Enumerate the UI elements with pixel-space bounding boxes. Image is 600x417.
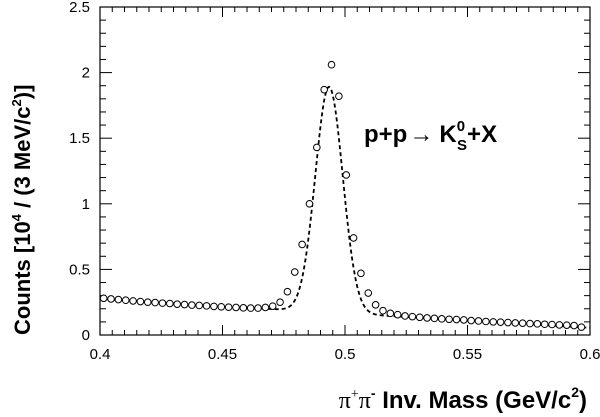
data-point: [246, 304, 255, 312]
data-point: [415, 313, 424, 322]
data-point: [276, 298, 284, 307]
data-point: [136, 297, 145, 306]
y-tick-label: 1.5: [69, 130, 90, 147]
data-point: [313, 143, 321, 152]
data-point: [114, 295, 123, 304]
data-point: [107, 295, 115, 303]
data-point: [386, 309, 395, 318]
data-point: [570, 321, 578, 330]
data-point: [393, 310, 402, 319]
data-point: [151, 298, 159, 307]
x-tick-label: 0.55: [453, 346, 482, 363]
data-point: [555, 321, 564, 329]
fit-curve: [99, 85, 591, 329]
y-tick-label: 0: [82, 327, 90, 344]
data-point: [327, 60, 336, 69]
data-point: [526, 319, 534, 328]
y-tick-label: 0.5: [69, 261, 90, 278]
data-point: [548, 320, 556, 329]
data-point: [180, 300, 189, 309]
x-tick-label: 0.45: [208, 346, 237, 363]
data-point: [283, 287, 292, 296]
x-axis-title: π+π- Inv. Mass (GeV/c2): [339, 384, 587, 414]
data-point: [452, 315, 461, 324]
data-point: [261, 303, 270, 312]
data-point: [496, 318, 505, 326]
data-point: [489, 318, 498, 326]
data-point: [467, 316, 475, 325]
data-point: [445, 315, 453, 324]
data-point: [320, 85, 328, 94]
data-point: [474, 317, 483, 325]
data-point: [232, 303, 240, 312]
data-point: [202, 302, 211, 310]
reaction-annotation: p+p→ K0 S+X: [364, 118, 497, 154]
data-point: [121, 296, 130, 305]
data-point: [349, 234, 358, 242]
data-point: [562, 321, 571, 329]
data-point: [195, 301, 204, 310]
x-tick-label: 0.4: [90, 346, 111, 363]
data-point: [224, 303, 233, 311]
data-point: [268, 302, 277, 310]
data-point: [430, 314, 439, 323]
data-point: [482, 317, 490, 326]
data-point: [188, 301, 196, 309]
data-point: [210, 302, 218, 311]
data-point: [379, 306, 387, 315]
data-point: [290, 268, 299, 276]
data-point: [364, 289, 373, 297]
data-point: [423, 314, 431, 322]
ticks: [99, 6, 591, 336]
data-point: [166, 299, 174, 308]
data-point: [254, 304, 262, 312]
data-point: [460, 316, 468, 324]
data-point: [504, 318, 512, 327]
data-point: [518, 319, 527, 327]
data-point: [357, 269, 365, 278]
plot-frame: [99, 6, 591, 336]
data-point: [577, 323, 586, 331]
data-point: [158, 299, 167, 307]
data-point: [129, 297, 137, 305]
data-point: [217, 302, 226, 311]
tick-labels: 0.4 0.45 0.5 0.55 0.6 0 0.5 1 1.5 2 2.5: [69, 0, 600, 363]
data-point: [408, 312, 417, 321]
data-point: [342, 171, 351, 179]
data-point: [511, 319, 520, 327]
data-point: [173, 300, 181, 308]
data-point: [99, 294, 108, 303]
data-point: [533, 320, 542, 328]
data-point: [540, 320, 549, 329]
data-point: [239, 304, 248, 312]
x-tick-label: 0.6: [580, 346, 600, 363]
data-point: [371, 301, 380, 309]
data-point: [305, 200, 314, 208]
y-tick-label: 2: [82, 65, 90, 82]
y-tick-label: 1: [82, 196, 90, 213]
data-point: [143, 298, 152, 307]
y-tick-label: 2.5: [69, 0, 90, 16]
data-point: [437, 315, 446, 323]
y-axis-title: Counts [104 / (3 MeV/c2)]: [9, 85, 35, 335]
data-point: [298, 240, 306, 249]
x-tick-label: 0.5: [335, 346, 356, 363]
data-point: [401, 312, 409, 320]
data-point: [335, 92, 343, 101]
data-points: [99, 60, 586, 331]
